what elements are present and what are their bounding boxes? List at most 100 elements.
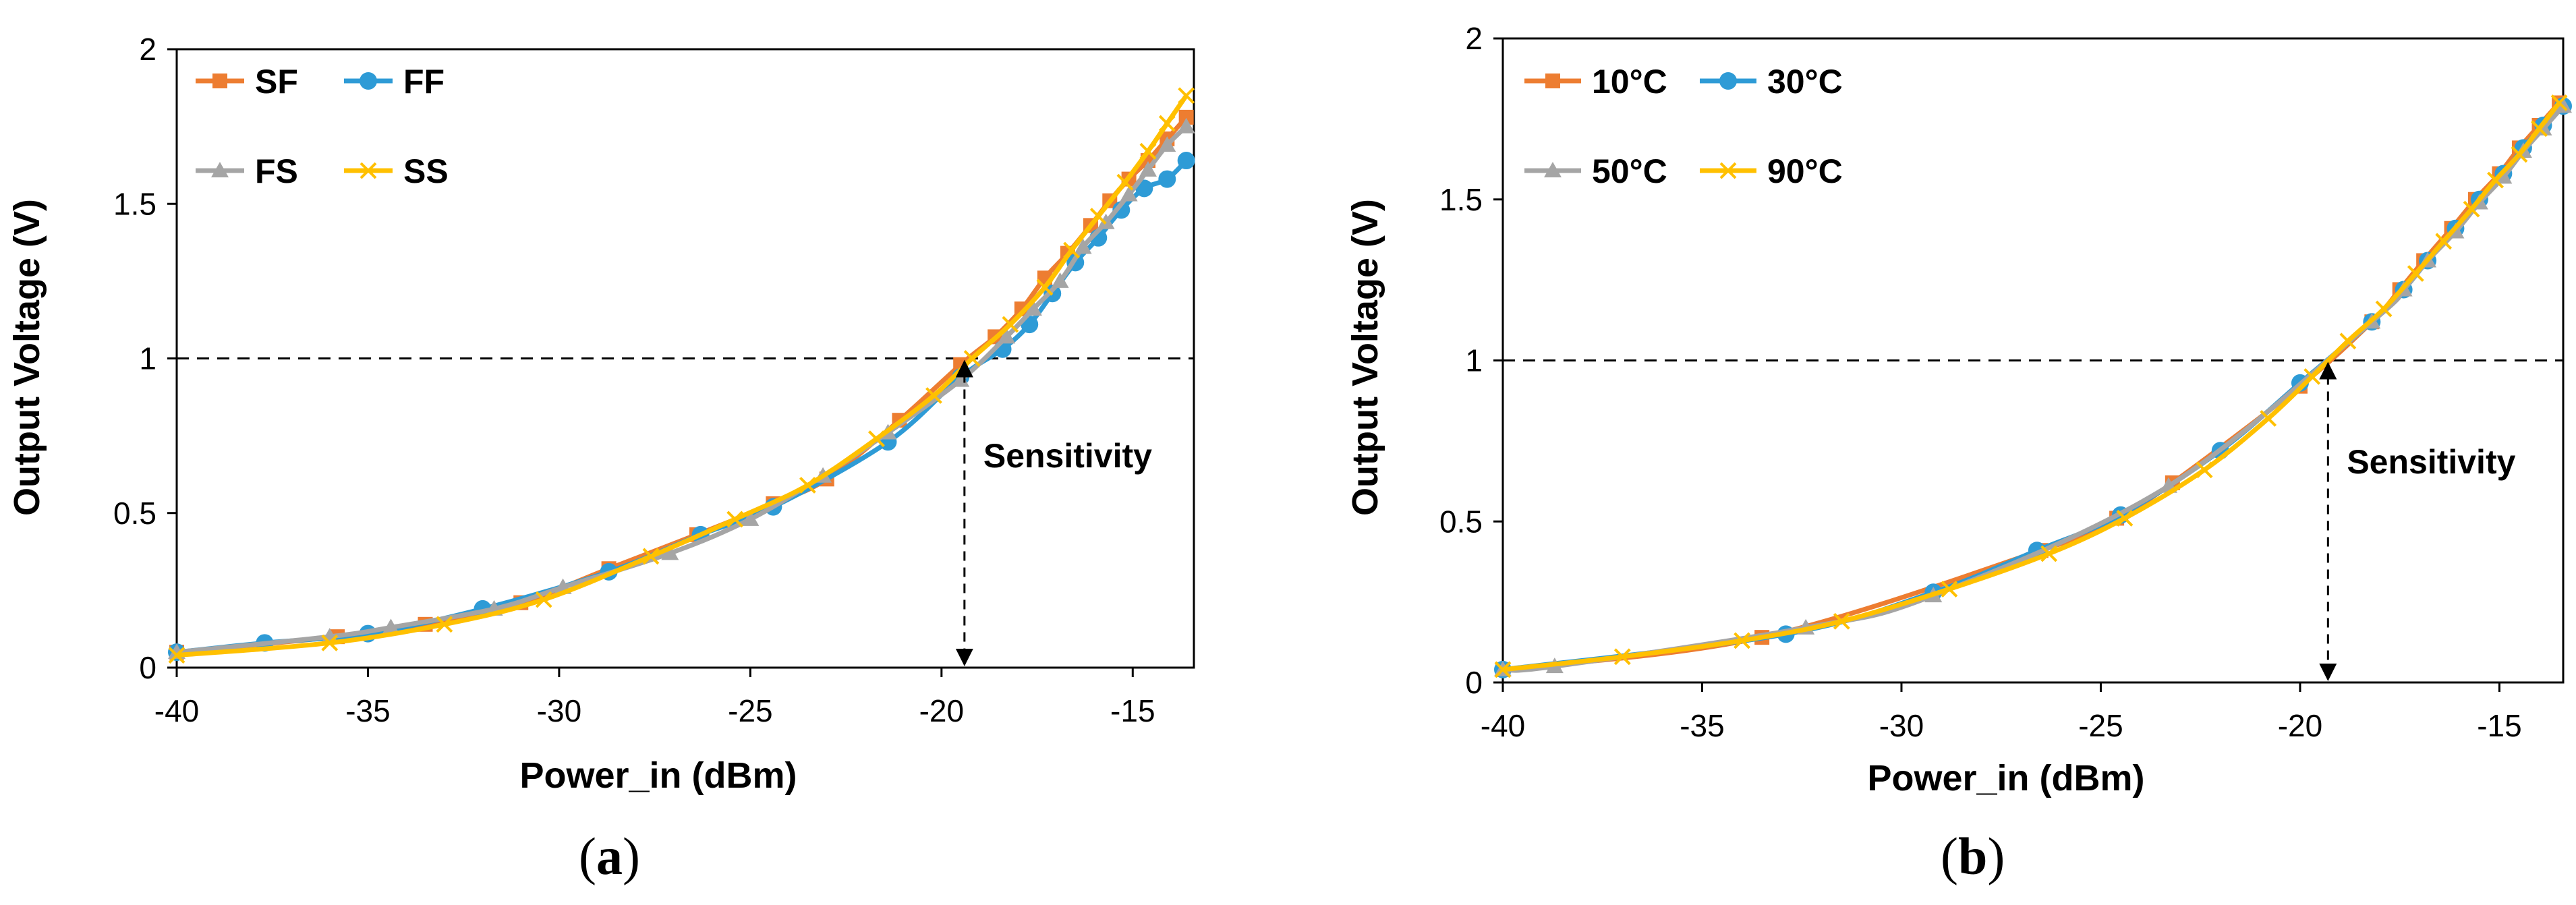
x-tick-label: -25 xyxy=(2078,708,2123,743)
legend-swatch-marker xyxy=(360,162,377,179)
data-point xyxy=(1116,173,1134,191)
data-point xyxy=(321,634,339,651)
data-point xyxy=(1024,300,1042,316)
x-tick-label: -30 xyxy=(1879,708,1924,743)
series-line xyxy=(176,158,1189,655)
data-point xyxy=(436,616,453,633)
data-point xyxy=(2375,300,2393,318)
legend-label: 10°C xyxy=(1592,63,1667,100)
x-axis-title: Power_in (dBm) xyxy=(1867,758,2144,798)
series-4 xyxy=(168,87,1195,664)
series-3 xyxy=(168,117,1195,660)
legend-item: 90°C xyxy=(1700,152,1843,190)
panel-caption-a: (a) xyxy=(579,827,640,885)
legend-item: 30°C xyxy=(1700,63,1843,100)
y-tick-label: 0.5 xyxy=(1439,504,1483,539)
data-point xyxy=(168,647,185,664)
data-point xyxy=(925,387,942,404)
data-point xyxy=(2463,200,2480,218)
legend-swatch-marker xyxy=(212,74,227,88)
data-point xyxy=(1177,152,1195,170)
series-line xyxy=(1502,104,2565,673)
data-point xyxy=(535,591,552,608)
panel-label-a: a xyxy=(596,827,623,885)
data-point xyxy=(1613,648,1631,666)
legend-item: SS xyxy=(344,152,449,190)
legend: SF FF FS SS xyxy=(196,63,449,190)
y-tick-label: 2 xyxy=(139,32,156,67)
data-point xyxy=(2487,171,2504,189)
data-point xyxy=(1178,109,1194,125)
legend-swatch-marker xyxy=(1719,72,1737,90)
data-point xyxy=(952,371,970,387)
x-tick-label: -35 xyxy=(345,693,390,728)
legend-item: FS xyxy=(196,152,298,190)
series-1 xyxy=(169,109,1194,660)
data-point xyxy=(2040,545,2058,562)
data-point xyxy=(1097,213,1115,229)
data-point xyxy=(1089,208,1107,225)
data-point xyxy=(741,510,760,526)
legend-swatch-marker xyxy=(1544,162,1562,177)
data-point xyxy=(1941,581,1958,597)
data-point xyxy=(2511,146,2528,163)
data-point xyxy=(1158,170,1176,188)
data-point xyxy=(1177,117,1195,134)
x-tick-label: -35 xyxy=(1680,708,1724,743)
sensitivity-arrow-head-down xyxy=(2319,664,2337,681)
legend-item: 10°C xyxy=(1524,63,1667,100)
data-point xyxy=(726,510,744,528)
sensitivity-arrow-head-down xyxy=(955,649,973,666)
data-point xyxy=(2339,332,2357,350)
sensitivity-label: Sensitivity xyxy=(983,437,1152,475)
y-tick-label: 0 xyxy=(1465,665,1483,700)
data-point xyxy=(1074,238,1092,254)
data-point xyxy=(1158,136,1176,152)
data-point xyxy=(1063,241,1081,259)
data-point xyxy=(1139,160,1157,177)
legend-label: SS xyxy=(403,152,449,190)
legend-label: 30°C xyxy=(1767,63,1843,100)
legend-label: FF xyxy=(403,63,445,100)
data-point xyxy=(1036,279,1054,296)
data-point xyxy=(2435,233,2453,250)
data-point xyxy=(2407,265,2424,282)
y-tick-label: 1 xyxy=(1465,343,1483,378)
data-point xyxy=(2550,94,2568,111)
chart-panel-b: 0 0.5 1 1.5 2 -40 -35 -30 -25 -20 -15 Power_in (dBm… xyxy=(1345,21,2572,798)
legend-swatch-marker xyxy=(211,162,229,177)
series-line xyxy=(176,115,1189,655)
data-point xyxy=(382,618,400,635)
sensitivity-label: Sensitivity xyxy=(2347,443,2515,481)
data-point xyxy=(2531,120,2548,138)
data-point xyxy=(963,350,981,367)
x-tick-label: -15 xyxy=(2477,708,2521,743)
data-point xyxy=(1178,87,1195,105)
legend-label: 90°C xyxy=(1767,152,1843,190)
legend-item: 50°C xyxy=(1524,152,1667,190)
data-point xyxy=(2196,461,2213,479)
series-2 xyxy=(168,152,1195,662)
data-point xyxy=(661,544,679,560)
panel-label-b: b xyxy=(1957,827,1988,885)
sensitivity-arrow-head-up xyxy=(955,359,973,378)
legend-label: SF xyxy=(255,63,298,100)
y-axis-title: Output Voltage (V) xyxy=(1345,199,1385,516)
y-tick-label: 1.5 xyxy=(113,186,156,221)
x-tick-label: -15 xyxy=(1110,693,1155,728)
data-point xyxy=(799,477,816,494)
y-axis-title: Output Voltage (V) xyxy=(7,199,47,516)
x-tick-label: -30 xyxy=(537,693,581,728)
x-tick-label: -20 xyxy=(2278,708,2322,743)
y-tick-label: 0 xyxy=(139,650,156,685)
x-tick-label: -25 xyxy=(728,693,772,728)
legend: 10°C 30°C 50°C 90°C xyxy=(1524,63,1843,190)
data-point xyxy=(1734,632,1751,649)
legend-item: FF xyxy=(344,63,445,100)
x-tick-label: -20 xyxy=(919,693,964,728)
data-point xyxy=(868,430,885,448)
legend-swatch-marker xyxy=(360,72,377,90)
data-point xyxy=(1014,301,1029,317)
data-point xyxy=(2116,510,2134,527)
